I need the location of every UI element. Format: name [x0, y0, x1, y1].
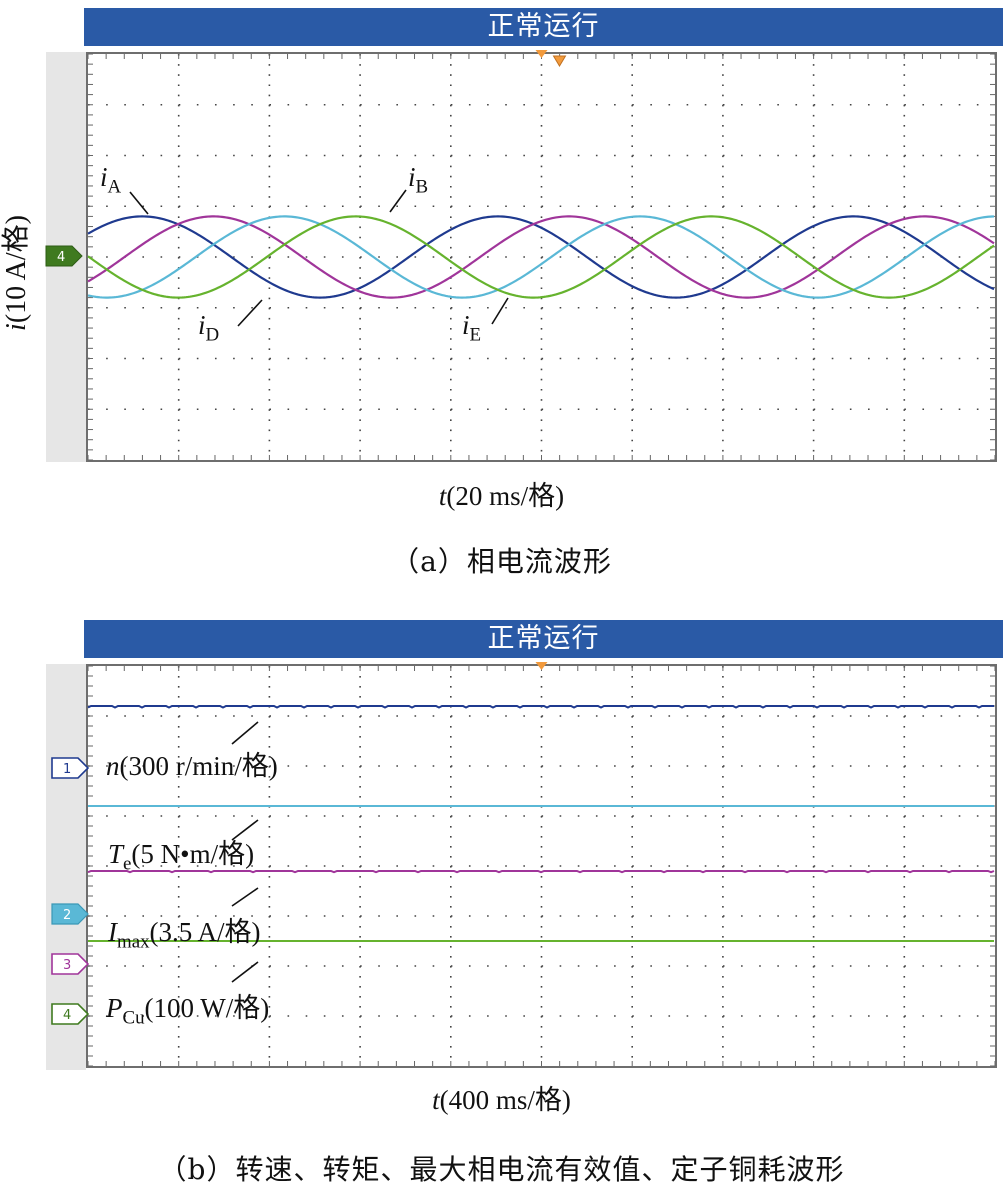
phase-current-trace-2: [87, 215, 995, 299]
curve-label-iB: iB: [408, 162, 429, 198]
channel-1-marker-shape: 1: [51, 757, 90, 779]
panel-b-sidebar: [46, 664, 86, 1070]
leader-iE: [491, 297, 509, 325]
panel-b-title: 正常运行: [84, 620, 1003, 658]
leader-iA: [129, 191, 149, 215]
panel-b-caption: （b）转速、转矩、最大相电流有效值、定子铜耗波形: [158, 1153, 845, 1186]
panel-b: 正常运行 1 2 3 4 n(300 r/min/格) Te(5 N•m/格) …: [0, 600, 1003, 1186]
panel-a-plot-svg: [87, 50, 996, 461]
phase-current-trace-1: [87, 215, 995, 299]
panel-a: 正常运行 i(10 A/格) 4 iA iB iD iE t(20 ms/格) …: [0, 0, 1003, 590]
panel-a-x-axis-label: t(20 ms/格): [438, 481, 565, 511]
channel-4-marker-a[interactable]: 4: [45, 245, 86, 270]
svg-text:2: 2: [63, 908, 71, 923]
leader-iD: [237, 299, 263, 327]
leader-PCu: [231, 961, 259, 983]
channel-1-marker[interactable]: 1: [51, 757, 92, 779]
curve-label-leaders-a: [129, 189, 509, 327]
channel-2-marker-shape: 2: [51, 903, 89, 925]
trace-label-leaders-b: [231, 721, 259, 983]
svg-text:1: 1: [63, 762, 71, 777]
channel-3-marker[interactable]: 3: [51, 953, 92, 975]
channel-4-marker[interactable]: 4: [51, 1003, 92, 1025]
panel-b-x-axis-label: t(400 ms/格): [432, 1085, 571, 1115]
curve-label-iA: iA: [100, 162, 122, 198]
trace-label-PCu: PCu(100 W/格): [106, 993, 270, 1029]
channel-2-marker[interactable]: 2: [51, 903, 92, 925]
trace-label-Imax: Imax(3.5 A/格): [108, 917, 261, 953]
channel-3-marker-shape: 3: [51, 953, 90, 975]
panel-a-trigger-flag: [552, 55, 567, 67]
svg-text:3: 3: [63, 958, 71, 973]
panel-a-caption: （a）相电流波形: [391, 545, 612, 578]
panel-b-trigger-marker: [535, 662, 548, 670]
leader-iB: [389, 189, 407, 213]
speed-trace-n: [87, 705, 994, 709]
panel-a-trigger-marker: [535, 50, 548, 58]
panel-b-plot: [86, 662, 997, 1068]
leader-Te: [231, 819, 259, 841]
curve-label-iD: iD: [198, 310, 220, 346]
trace-label-n: n(300 r/min/格): [106, 751, 278, 781]
channel-4-marker-a-text: 4: [57, 250, 65, 265]
leader-Imax: [231, 887, 259, 907]
phase-current-trace-3: [87, 215, 995, 299]
curve-label-iE: iE: [462, 310, 482, 346]
current-trace-Imax: [87, 870, 995, 874]
channel-4-marker-shape: 4: [51, 1003, 90, 1025]
panel-b-plot-svg: [87, 662, 996, 1067]
leader-n: [231, 721, 259, 745]
panel-a-title: 正常运行: [84, 8, 1003, 46]
trace-label-Te: Te(5 N•m/格): [108, 839, 255, 875]
svg-text:4: 4: [63, 1008, 71, 1023]
phase-current-trace-4: [87, 215, 995, 299]
channel-4-marker-a-shape: [45, 245, 83, 267]
panel-a-plot: [86, 50, 997, 462]
